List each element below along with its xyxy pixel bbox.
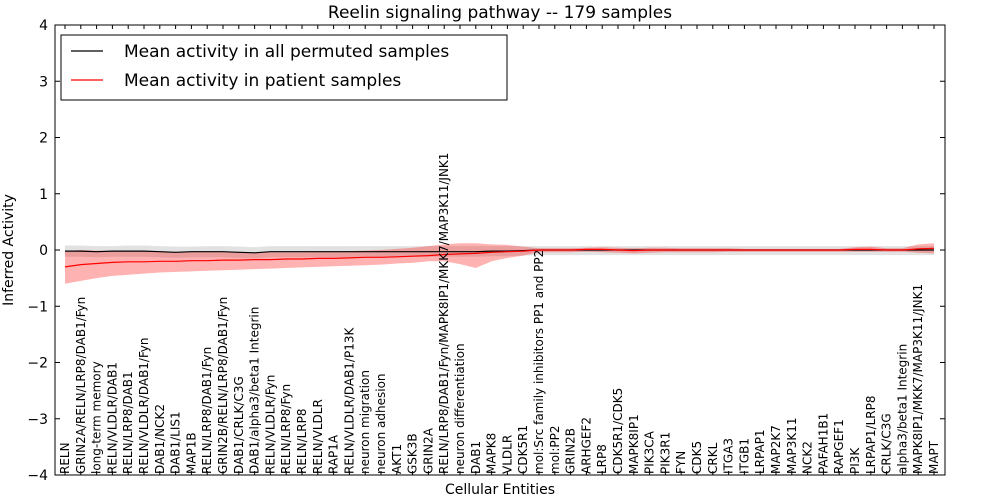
- x-tick-label: GRIN2A: [421, 427, 435, 474]
- x-tick-label: neuron differentiation: [453, 343, 467, 474]
- x-tick-label: CRKL: [706, 442, 720, 474]
- x-axis-ticks: RELN GRIN2A/RELN/LRP8/DAB1/Fyn long-term m…: [58, 25, 941, 475]
- y-tick-label: 3: [39, 74, 48, 90]
- x-tick-label: MAPT: [927, 440, 941, 474]
- chart-title: Reelin signaling pathway -- 179 samples: [328, 3, 672, 23]
- y-tick-label: −3: [27, 412, 48, 428]
- y-tick-label: 4: [39, 18, 48, 34]
- y-tick-label: −4: [27, 468, 48, 484]
- x-tick-label: RELN/LRP8/Fyn: [279, 384, 293, 474]
- x-tick-label: neuron migration: [358, 370, 372, 474]
- x-tick-label: GRIN2A/RELN/LRP8/DAB1/Fyn: [74, 297, 88, 474]
- x-tick-label: RELN/VLDLR/DAB1/P13K: [342, 327, 356, 474]
- legend-box: [60, 34, 508, 101]
- x-tick-label: MAP1B: [184, 432, 198, 474]
- x-tick-label: PAFAH1B1: [816, 413, 830, 474]
- x-tick-label: DAB1: [469, 441, 483, 474]
- y-tick-label: −1: [27, 299, 48, 315]
- x-tick-label: RELN/LRP8: [295, 408, 309, 474]
- legend-label-permuted: Mean activity in all permuted samples: [124, 42, 449, 62]
- x-tick-label: GRIN2B: [564, 428, 578, 474]
- x-tick-label: LRP8: [595, 444, 609, 474]
- x-tick-label: ARHGEF2: [579, 417, 593, 474]
- x-tick-label: GSK3B: [406, 433, 420, 474]
- x-tick-label: long-term memory: [90, 361, 104, 474]
- x-tick-label: MAP3K11: [785, 417, 799, 474]
- x-tick-label: AKT1: [390, 444, 404, 474]
- x-tick-label: mol:Src family inhibitors PP1 and PP2: [532, 250, 546, 474]
- x-tick-label: RELN/VLDLR/DAB1/Fyn: [137, 338, 151, 474]
- x-tick-label: RELN/LRP8/DAB1/Fyn: [200, 347, 214, 474]
- x-tick-label: alpha3/beta1 Integrin: [895, 344, 909, 474]
- x-tick-label: MAP2K7: [769, 425, 783, 474]
- y-tick-label: 2: [39, 131, 48, 147]
- x-tick-label: DAB1/LIS1: [169, 411, 183, 474]
- x-tick-label: DAB1/CRLK/C3G: [232, 376, 246, 474]
- x-tick-label: MAPK8IP1: [627, 414, 641, 474]
- x-tick-label: MAPK8: [485, 433, 499, 474]
- x-tick-label: FYN: [674, 451, 688, 474]
- x-tick-label: RELN/VLDLR: [311, 399, 325, 474]
- x-tick-label: LRPAP1/LRP8: [864, 395, 878, 474]
- y-axis-ticks: 4 3 2 1 0 −1 −2 −3 −4: [27, 18, 945, 484]
- x-tick-label: NCK2: [801, 441, 815, 474]
- x-axis-label: Cellular Entities: [445, 482, 555, 498]
- line-patient: [64, 247, 935, 268]
- x-tick-label: VLDLR: [500, 435, 514, 474]
- band-patient: [65, 243, 934, 284]
- x-tick-label: PIK3R1: [658, 432, 672, 474]
- x-tick-label: RELN/LRP8/DAB1: [121, 371, 135, 474]
- x-tick-label: RELN: [58, 442, 72, 474]
- x-tick-label: MAPK8IP1/MKK7/MAP3K11/JNK1: [911, 284, 925, 474]
- x-tick-label: ITGA3: [722, 438, 736, 474]
- series-lines: [64, 247, 935, 268]
- x-tick-label: RAP1A: [327, 434, 341, 474]
- x-tick-label: DAB1/alpha3/beta1 Integrin: [248, 307, 262, 474]
- x-tick-label: CDK5R1: [516, 425, 530, 474]
- x-tick-label: RELN/VLDLR/DAB1: [105, 362, 119, 474]
- x-tick-label: DAB1/NCK2: [153, 404, 167, 474]
- y-tick-label: 1: [39, 187, 48, 203]
- x-tick-label: RAPGEF1: [832, 419, 846, 474]
- x-tick-label: CDK5R1/CDK5: [611, 388, 625, 474]
- x-tick-label: PI3K: [848, 447, 862, 474]
- x-tick-label: CRLK/C3G: [880, 413, 894, 474]
- x-tick-label: PIK3CA: [643, 430, 657, 474]
- y-axis-label: Inferred Activity: [1, 194, 17, 306]
- x-tick-label: GRIN2B/RELN/LRP8/DAB1/Fyn: [216, 297, 230, 474]
- legend: Mean activity in all permuted samples Me…: [60, 34, 508, 101]
- x-tick-label: CDK5: [690, 441, 704, 474]
- x-tick-label: ITGB1: [737, 438, 751, 474]
- x-tick-label: mol:PP2: [548, 425, 562, 474]
- x-tick-label: RELN/LRP8/DAB1/Fyn/MAPK8IP1/MKK7/MAP3K11…: [437, 153, 451, 474]
- x-tick-label: neuron adhesion: [374, 373, 388, 474]
- x-tick-label: RELN/VLDLR/Fyn: [263, 375, 277, 474]
- y-tick-label: −2: [27, 356, 48, 372]
- x-tick-label: LRPAP1: [753, 429, 767, 474]
- legend-label-patient: Mean activity in patient samples: [124, 71, 401, 91]
- y-tick-label: 0: [39, 243, 48, 259]
